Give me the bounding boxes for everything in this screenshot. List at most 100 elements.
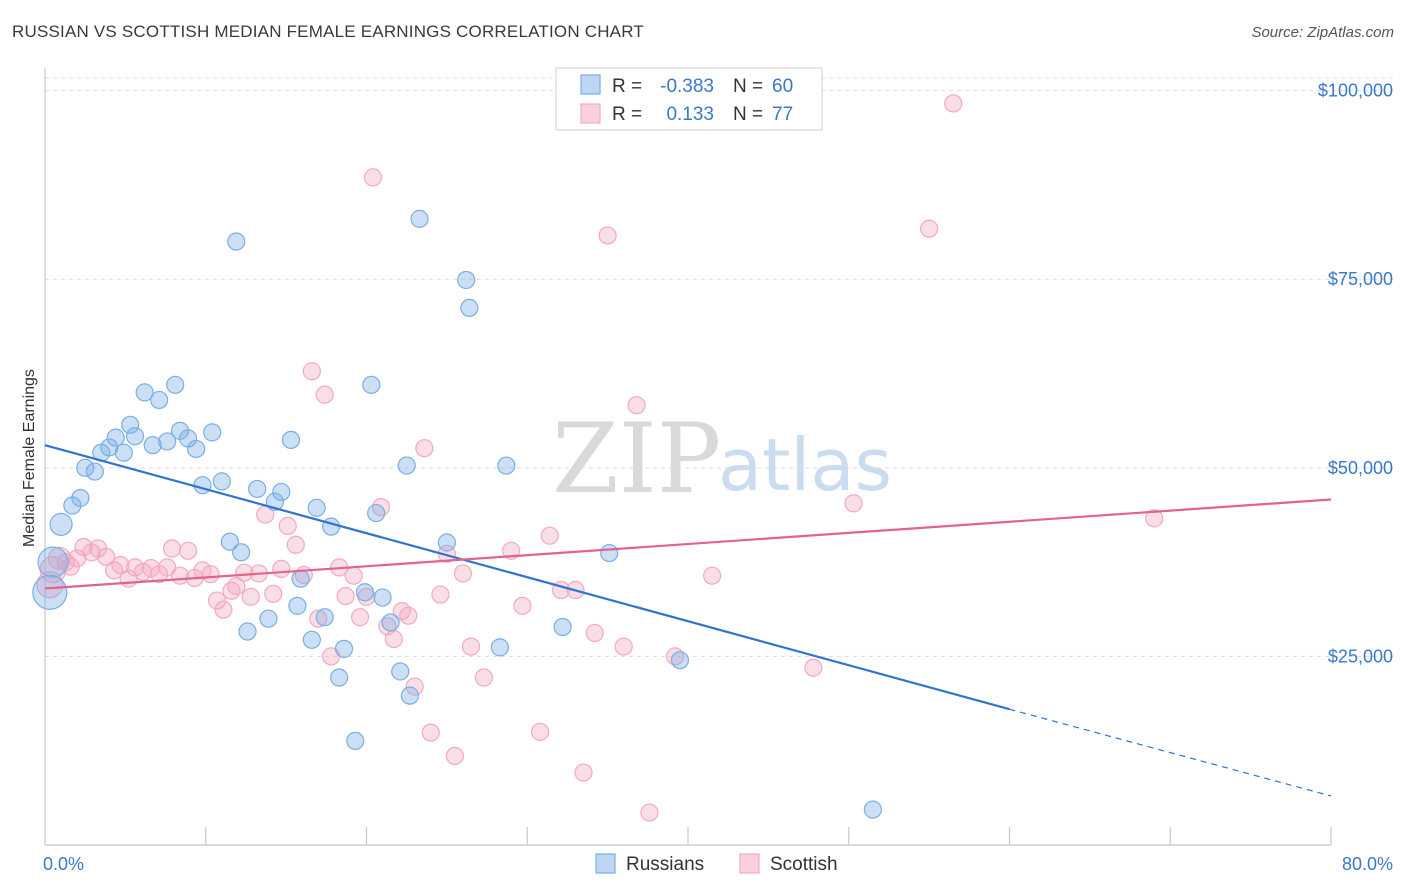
- russian-point: [553, 617, 572, 637]
- russian-point: [381, 613, 400, 632]
- scottish-point: [540, 526, 559, 545]
- russian-point: [220, 532, 239, 551]
- scottish-point: [614, 637, 633, 656]
- scottish-point: [920, 219, 939, 238]
- russian-points: [32, 209, 882, 819]
- bottom-legend-swatch-scottish: [739, 853, 760, 874]
- legend-swatch-scottish: [580, 103, 601, 124]
- watermark-zip: ZIP: [552, 403, 721, 515]
- russian-point: [71, 488, 90, 508]
- watermark: ZIP atlas: [552, 403, 892, 515]
- y-tick-label: $100,000: [1318, 81, 1393, 101]
- russian-point: [143, 436, 162, 455]
- russian-trendline: [44, 444, 1010, 711]
- scottish-point: [453, 564, 473, 583]
- scottish-point: [844, 494, 863, 513]
- russian-point: [158, 432, 177, 451]
- scottish-point: [162, 539, 182, 558]
- scottish-point: [461, 637, 481, 656]
- russian-point: [437, 533, 456, 552]
- russian-point: [863, 800, 882, 819]
- russian-point: [238, 622, 257, 641]
- scottish-point: [241, 587, 260, 606]
- scottish-point: [272, 559, 291, 579]
- scottish-point: [227, 577, 246, 596]
- legend-r-value-russians: -0.383: [660, 76, 714, 97]
- russian-point: [37, 546, 69, 578]
- russian-point: [125, 427, 145, 446]
- russian-point: [85, 462, 104, 481]
- russian-point: [232, 543, 251, 562]
- russian-point: [291, 569, 310, 588]
- russian-point: [355, 583, 374, 602]
- scottish-point: [598, 226, 617, 245]
- y-tick-label: $75,000: [1328, 269, 1393, 289]
- russian-point: [187, 439, 206, 459]
- scottish-trendline: [44, 498, 1332, 590]
- legend-swatch-russians: [580, 74, 601, 95]
- scottish-point: [309, 609, 328, 628]
- bottom-legend-swatch-russians: [595, 853, 616, 874]
- scottish-point: [278, 516, 297, 536]
- russian-point: [49, 512, 73, 536]
- russian-point: [106, 428, 125, 447]
- scottish-point: [178, 541, 198, 560]
- russian-point: [135, 383, 154, 402]
- legend-box: R = -0.383 N = 60 R = 0.133 N = 77: [555, 67, 823, 131]
- russian-trendline-extension: [1009, 708, 1332, 797]
- scottish-point: [445, 746, 465, 766]
- scottish-point: [363, 168, 383, 187]
- legend-r-label-russians: R =: [612, 76, 642, 97]
- legend-n-value-russians: 60: [772, 76, 793, 97]
- russian-point: [76, 458, 95, 477]
- russian-point: [330, 668, 349, 687]
- trend-lines: [44, 444, 1332, 797]
- scottish-point: [350, 608, 370, 627]
- scottish-point: [531, 722, 550, 741]
- russian-point: [150, 390, 169, 410]
- scottish-point: [264, 584, 283, 603]
- russian-point: [367, 503, 386, 523]
- bottom-legend-scottish: Scottish: [770, 854, 838, 875]
- russian-point: [400, 686, 420, 705]
- russian-point: [212, 472, 231, 491]
- russian-point: [114, 443, 133, 462]
- scottish-point: [371, 497, 391, 517]
- russian-point: [497, 456, 516, 475]
- russian-point: [272, 482, 291, 502]
- scottish-point: [336, 586, 355, 606]
- scottish-point: [235, 563, 254, 582]
- russian-point: [346, 731, 365, 750]
- scottish-point: [96, 547, 116, 566]
- scottish-point: [421, 723, 440, 742]
- scottish-point: [415, 439, 434, 458]
- russian-point: [670, 651, 690, 670]
- legend-r-value-scottish: 0.133: [666, 104, 714, 125]
- scottish-point: [207, 591, 227, 610]
- russian-point: [281, 430, 301, 450]
- y-tick-labels: $25,000 $50,000 $75,000 $100,000: [1318, 81, 1393, 667]
- russian-point: [259, 609, 278, 628]
- russian-point: [227, 232, 246, 251]
- legend-n-value-scottish: 77: [772, 104, 793, 125]
- russian-point: [32, 574, 68, 610]
- scottish-point: [944, 94, 963, 113]
- russian-point: [600, 543, 619, 563]
- russian-point: [410, 209, 429, 228]
- x-tick-label-min: 0.0%: [43, 854, 84, 874]
- y-axis-label: Median Female Earnings: [21, 369, 38, 547]
- scottish-point: [111, 556, 130, 575]
- bottom-legend-russians: Russians: [626, 854, 704, 875]
- russian-point: [121, 415, 140, 434]
- legend-n-label-scottish: N =: [733, 104, 763, 125]
- scottish-point: [384, 629, 403, 649]
- scottish-point: [214, 600, 233, 619]
- russian-point: [307, 498, 326, 517]
- scottish-point: [574, 763, 593, 782]
- chart-source: Source: ZipAtlas.com: [1251, 24, 1394, 41]
- scottish-point: [585, 623, 604, 643]
- russian-point: [203, 423, 222, 442]
- scottish-point: [158, 558, 177, 577]
- watermark-atlas: atlas: [718, 423, 892, 507]
